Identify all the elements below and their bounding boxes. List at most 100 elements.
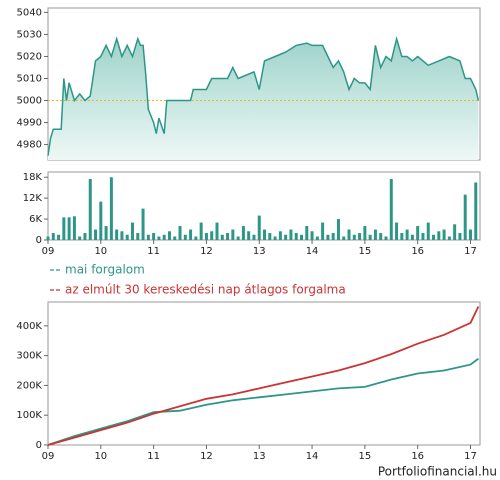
x-tick-label: 10 xyxy=(94,451,107,462)
volume-bar xyxy=(305,226,309,240)
x-tick-label: 13 xyxy=(253,246,266,257)
volume-bar xyxy=(88,178,92,240)
volume-bar xyxy=(289,229,293,240)
x-tick-label: 14 xyxy=(306,246,319,257)
volume-bar xyxy=(379,233,383,240)
volume-bar xyxy=(442,229,446,240)
y-tick-label: 4990 xyxy=(17,118,42,129)
volume-bar xyxy=(220,234,224,240)
volume-bar xyxy=(368,234,372,240)
volume-bar xyxy=(125,234,129,240)
volume-bar xyxy=(453,224,457,240)
y-tick-label: 5030 xyxy=(17,29,42,40)
volume-bar xyxy=(468,229,472,240)
x-tick-label: 15 xyxy=(359,246,372,257)
volume-bar xyxy=(130,222,134,240)
volume-bar xyxy=(157,236,161,240)
volume-bar xyxy=(194,236,198,240)
volume-bar xyxy=(363,226,367,240)
y-tick-label: 18K xyxy=(23,172,43,183)
volume-bar xyxy=(326,234,330,240)
volume-bar xyxy=(400,233,404,240)
y-tick-label: 5020 xyxy=(17,51,42,62)
volume-bar xyxy=(115,229,119,240)
x-tick-label: 09 xyxy=(42,246,55,257)
volume-bar xyxy=(210,231,214,240)
volume-bar xyxy=(215,222,219,240)
volume-bar xyxy=(78,236,82,240)
volume-bar xyxy=(236,236,240,240)
y-tick-label: 200K xyxy=(16,380,42,391)
volume-bar xyxy=(247,231,251,240)
y-tick-label: 100K xyxy=(16,410,42,421)
x-tick-label: 10 xyxy=(94,246,107,257)
volume-bar xyxy=(416,226,420,240)
cumulative-line xyxy=(47,306,480,446)
plot-frame xyxy=(47,301,481,446)
x-tick-label: 11 xyxy=(147,451,160,462)
x-tick-label: 16 xyxy=(411,451,424,462)
volume-bar xyxy=(432,234,436,240)
volume-bar xyxy=(421,233,425,240)
volume-bar xyxy=(342,236,346,240)
volume-bar xyxy=(178,226,182,240)
x-tick-label: 16 xyxy=(411,246,424,257)
volume-bar xyxy=(321,222,325,240)
volume-bar xyxy=(458,233,462,240)
volume-bar xyxy=(204,233,208,240)
price-area xyxy=(48,38,479,160)
volume-bar xyxy=(268,233,272,240)
x-tick-label: 12 xyxy=(200,246,213,257)
volume-bar xyxy=(299,234,303,240)
volume-bar xyxy=(46,236,50,240)
volume-bar xyxy=(284,234,288,240)
volume-bar xyxy=(62,217,66,240)
x-tick-label: 17 xyxy=(464,246,477,257)
volume-bar xyxy=(410,234,414,240)
volume-bar xyxy=(405,229,409,240)
volume-bar xyxy=(315,236,319,240)
volume-bar xyxy=(263,229,267,240)
price-line xyxy=(47,35,480,156)
volume-bar xyxy=(331,233,335,240)
volume-bar xyxy=(57,234,61,240)
volume-bar xyxy=(336,219,340,240)
volume-bar xyxy=(83,233,87,240)
legend-label: az elmúlt 30 kereskedési nap átlagos for… xyxy=(65,283,346,297)
volume-bar xyxy=(167,231,171,240)
volume-bar xyxy=(109,177,113,240)
volume-bar xyxy=(389,178,393,240)
volume-bar xyxy=(257,215,261,240)
source-label: Portfoliofinancial.hu xyxy=(378,465,497,479)
volume-bar xyxy=(294,233,298,240)
volume-bar xyxy=(273,236,277,240)
y-tick-label: 4980 xyxy=(17,140,42,151)
y-tick-label: 5040 xyxy=(17,7,42,18)
y-tick-label: 5010 xyxy=(17,73,42,84)
y-tick-label: 6K xyxy=(29,214,42,225)
volume-bar xyxy=(104,226,108,240)
volume-bar xyxy=(241,226,245,240)
y-tick-label: 300K xyxy=(16,351,42,362)
volume-bar xyxy=(120,231,124,240)
y-tick-label: 12K xyxy=(23,193,43,204)
x-tick-label: 15 xyxy=(359,451,372,462)
volume-bar xyxy=(384,236,388,240)
volume-bar xyxy=(373,229,377,240)
volume-bar xyxy=(395,222,399,240)
volume-bar xyxy=(146,234,150,240)
volume-bar xyxy=(199,222,203,240)
x-tick-label: 13 xyxy=(253,451,266,462)
volume-bar xyxy=(447,236,451,240)
volume-bar xyxy=(152,233,156,240)
volume-bar xyxy=(437,231,441,240)
y-tick-label: 400K xyxy=(16,321,42,332)
volume-bar xyxy=(463,194,467,240)
volume-bar xyxy=(352,234,356,240)
y-tick-label: 0 xyxy=(36,235,42,246)
volume-bar xyxy=(474,182,478,240)
volume-bar xyxy=(136,233,140,240)
x-tick-label: 17 xyxy=(464,451,477,462)
volume-bar xyxy=(51,233,55,240)
